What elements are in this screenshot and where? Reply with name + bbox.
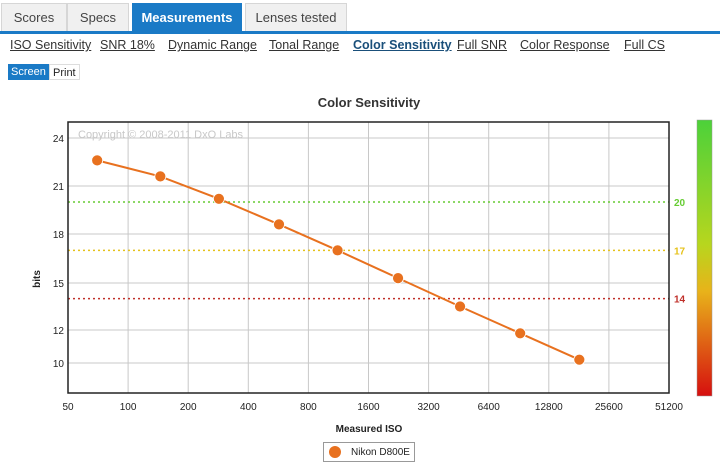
x-tick-label: 800	[300, 402, 317, 413]
subnav-tonal-range[interactable]: Tonal Range	[269, 38, 340, 52]
x-tick-label: 50	[62, 402, 74, 413]
grid	[68, 122, 669, 393]
data-point	[91, 154, 104, 167]
x-tick-label: 12800	[535, 402, 563, 413]
x-tick-label: 25600	[595, 402, 623, 413]
y-axis-label: bits	[32, 270, 43, 288]
tab-lenses-tested[interactable]: Lenses tested	[245, 3, 347, 31]
measurement-subnav: ISO Sensitivity SNR 18% Dynamic Range To…	[0, 38, 720, 56]
chart-watermark: Copyright © 2008-2011 DxO Labs	[78, 129, 244, 141]
subnav-dynamic-range[interactable]: Dynamic Range	[168, 38, 257, 52]
data-point	[573, 353, 586, 366]
x-tick-label: 200	[180, 402, 197, 413]
y-tick-label: 21	[53, 182, 65, 193]
screen-view-button[interactable]: Screen	[8, 64, 49, 80]
data-point	[514, 327, 527, 340]
data-point	[392, 272, 404, 285]
reference-line-label: 14	[674, 295, 686, 306]
x-tick-label: 51200	[655, 402, 683, 413]
subnav-snr-18[interactable]: SNR 18%	[100, 38, 155, 52]
chart-legend[interactable]: Nikon D800E	[323, 442, 415, 462]
tab-measurements[interactable]: Measurements	[132, 3, 242, 31]
y-tick-label: 10	[53, 359, 65, 370]
x-tick-label: 6400	[478, 402, 501, 413]
x-axis-label: Measured ISO	[336, 424, 403, 435]
series-layer	[91, 154, 586, 366]
data-point	[331, 244, 344, 257]
legend-marker-icon	[329, 446, 341, 458]
data-point	[213, 192, 225, 205]
y-tick-label: 15	[53, 279, 65, 290]
subnav-full-cs[interactable]: Full CS	[624, 38, 665, 52]
print-view-button[interactable]: Print	[49, 64, 80, 80]
plot-frame	[67, 121, 670, 394]
subnav-full-snr[interactable]: Full SNR	[457, 38, 508, 52]
main-tabs: Scores Specs Measurements Lenses tested	[0, 0, 720, 34]
y-tick-label: 12	[53, 326, 65, 337]
tab-scores[interactable]: Scores	[1, 3, 67, 31]
chart-title: Color Sensitivity	[318, 95, 421, 110]
x-tick-label: 1600	[357, 402, 380, 413]
legend-label: Nikon D800E	[351, 447, 410, 458]
reference-line-label: 20	[674, 198, 686, 209]
x-tick-label: 400	[240, 402, 257, 413]
reference-lines: 20 17 14	[68, 198, 686, 306]
tabs-underline	[0, 31, 720, 34]
data-point	[154, 170, 167, 183]
x-tick-label: 3200	[417, 402, 440, 413]
data-point	[273, 218, 285, 231]
y-tick-label: 18	[53, 230, 65, 241]
color-scale-bar	[696, 119, 713, 397]
color-sensitivity-chart: 20 17 14 Color Sensitivity Copyright © 200…	[32, 95, 713, 435]
data-point	[454, 300, 466, 313]
subnav-iso-sensitivity[interactable]: ISO Sensitivity	[10, 38, 92, 52]
y-tick-label: 24	[53, 134, 65, 145]
subnav-color-response[interactable]: Color Response	[520, 38, 610, 52]
tab-specs[interactable]: Specs	[67, 3, 129, 31]
x-tick-label: 100	[120, 402, 137, 413]
reference-line-label: 17	[674, 246, 686, 257]
x-axis-ticks: 50 100 200 400 800 1600 3200 6400 12800 25600 5120…	[62, 402, 683, 413]
y-axis-ticks: 24 21 18 15 12 10	[53, 134, 65, 370]
subnav-color-sensitivity[interactable]: Color Sensitivity	[353, 38, 452, 52]
